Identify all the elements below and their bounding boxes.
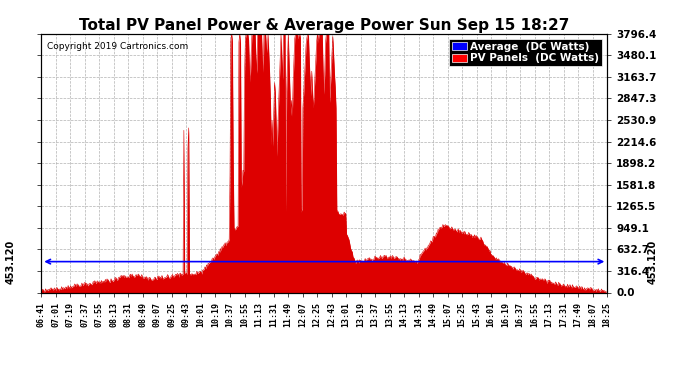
Text: 453.120: 453.120 (6, 240, 15, 284)
Title: Total PV Panel Power & Average Power Sun Sep 15 18:27: Total PV Panel Power & Average Power Sun… (79, 18, 569, 33)
Text: Copyright 2019 Cartronics.com: Copyright 2019 Cartronics.com (47, 42, 188, 51)
Legend: Average  (DC Watts), PV Panels  (DC Watts): Average (DC Watts), PV Panels (DC Watts) (449, 39, 602, 66)
Text: 453.120: 453.120 (647, 240, 658, 284)
